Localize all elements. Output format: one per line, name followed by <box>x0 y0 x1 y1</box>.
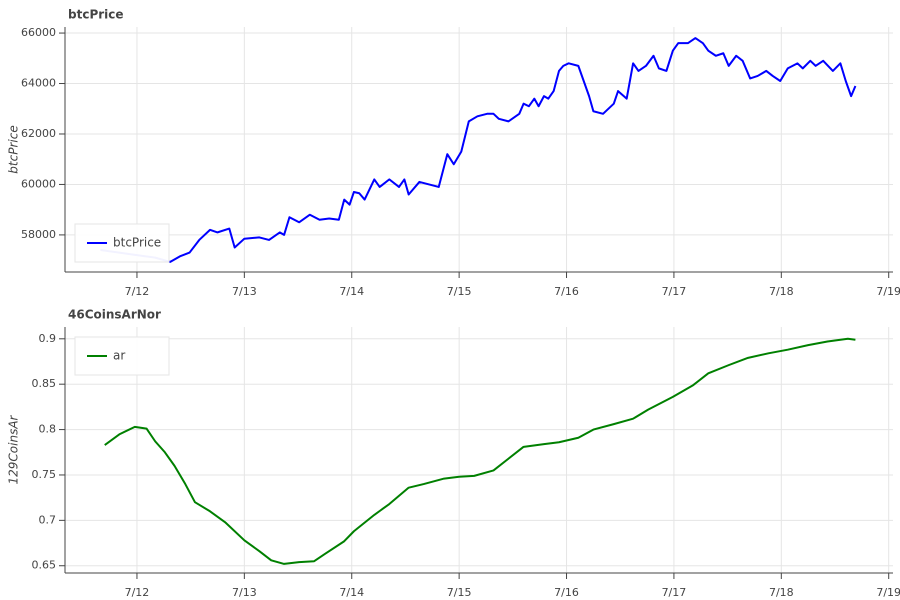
x-tick-label: 7/14 <box>339 285 364 298</box>
chart-title: btcPrice <box>68 8 124 22</box>
legend-label: ar <box>113 349 125 363</box>
x-tick-label: 7/18 <box>769 586 794 599</box>
x-tick-label: 7/18 <box>769 285 794 298</box>
x-tick-label: 7/12 <box>125 285 150 298</box>
x-tick-label: 7/17 <box>662 285 687 298</box>
data-line <box>104 337 856 565</box>
x-tick-label: 7/15 <box>447 285 472 298</box>
legend: ar <box>74 336 170 376</box>
x-tick-label: 7/13 <box>232 285 257 298</box>
x-tick-label: 7/15 <box>447 586 472 599</box>
x-tick-label: 7/13 <box>232 586 257 599</box>
x-tick-label: 7/12 <box>125 586 150 599</box>
x-tick-label: 7/16 <box>554 586 579 599</box>
panel: 46CoinsArNor 129CoinsAr 7/12 7/13 7/14 7/15 7/… <box>7 308 900 600</box>
x-tick-label: 7/17 <box>662 586 687 599</box>
panel: btcPrice btcPrice 7/12 7/13 7/14 7/15 7/16 7/17… <box>7 8 900 299</box>
chart-title: 46CoinsArNor <box>68 308 161 322</box>
y-axis-label: btcPrice <box>7 125 21 173</box>
y-tick-label: 62000 <box>21 127 56 140</box>
y-tick-label: 64000 <box>21 77 56 90</box>
x-tick-label: 7/14 <box>339 586 364 599</box>
x-tick-label: 7/16 <box>554 285 579 298</box>
y-tick-label: 0.7 <box>39 513 57 526</box>
y-tick-label: 0.8 <box>39 423 57 436</box>
y-axis-label: 129CoinsAr <box>7 414 21 484</box>
y-tick-label: 58000 <box>21 228 56 241</box>
y-tick-label: 0.85 <box>32 377 57 390</box>
y-tick-label: 0.65 <box>32 559 57 572</box>
legend-label: btcPrice <box>113 236 161 250</box>
data-line <box>100 37 857 263</box>
y-tick-label: 0.9 <box>39 332 57 345</box>
y-tick-label: 0.75 <box>32 468 57 481</box>
x-tick-label: 7/19 <box>876 285 900 298</box>
y-tick-label: 60000 <box>21 177 56 190</box>
y-tick-label: 66000 <box>21 26 56 39</box>
legend: btcPrice <box>74 223 170 263</box>
x-tick-label: 7/19 <box>876 586 900 599</box>
